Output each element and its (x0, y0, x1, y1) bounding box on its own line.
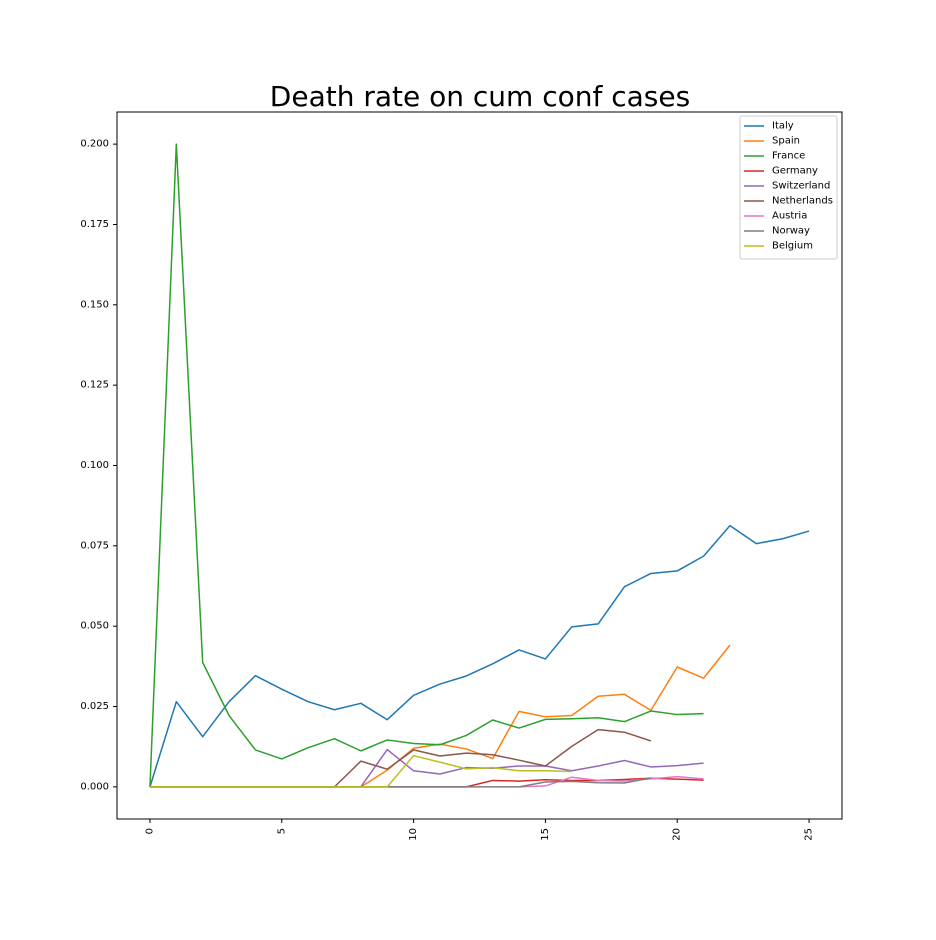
legend-label: France (772, 151, 805, 162)
legend-label: Germany (772, 166, 818, 177)
legend-label: Norway (772, 226, 810, 237)
x-tick-label: 0 (144, 828, 155, 834)
y-tick-label: 0.175 (80, 219, 109, 230)
legend: Italy Spain France Germany Switzerland Nether… (739, 115, 838, 260)
y-tick-label: 0.100 (80, 460, 109, 471)
y-tick-label: 0.025 (80, 701, 109, 712)
y-tick-label: 0.200 (80, 139, 109, 150)
x-tick-label: 10 (408, 828, 419, 841)
legend-label: Austria (772, 211, 807, 222)
x-tick-label: 25 (804, 828, 815, 841)
chart-title: Death rate on cum conf cases (270, 80, 690, 113)
legend-label: Spain (772, 136, 800, 147)
x-axis: 0 5 10 15 20 25 (144, 819, 815, 841)
y-tick-label: 0.075 (80, 540, 109, 551)
x-tick-label: 5 (276, 828, 287, 834)
y-tick-label: 0.000 (80, 781, 109, 792)
y-tick-label: 0.150 (80, 299, 109, 310)
series-line-belgium (149, 754, 572, 788)
legend-label: Netherlands (772, 196, 833, 207)
legend-box (739, 115, 838, 260)
plot-lines (149, 143, 810, 788)
y-tick-label: 0.050 (80, 621, 109, 632)
series-line-austria (519, 775, 704, 788)
legend-label: Switzerland (772, 181, 830, 192)
series-line-norway (149, 777, 652, 788)
x-tick-label: 20 (672, 828, 683, 841)
legend-label: Belgium (772, 241, 813, 252)
series-line-france (149, 143, 704, 787)
y-tick-label: 0.125 (80, 380, 109, 391)
series-line-switzerland (360, 748, 704, 788)
series-line-italy (149, 524, 810, 788)
x-tick-label: 15 (540, 828, 551, 841)
plot-frame (116, 111, 843, 820)
legend-label: Italy (772, 121, 794, 132)
y-axis: 0.000 0.025 0.050 0.075 0.100 0.125 0.150 0.175… (80, 139, 117, 792)
